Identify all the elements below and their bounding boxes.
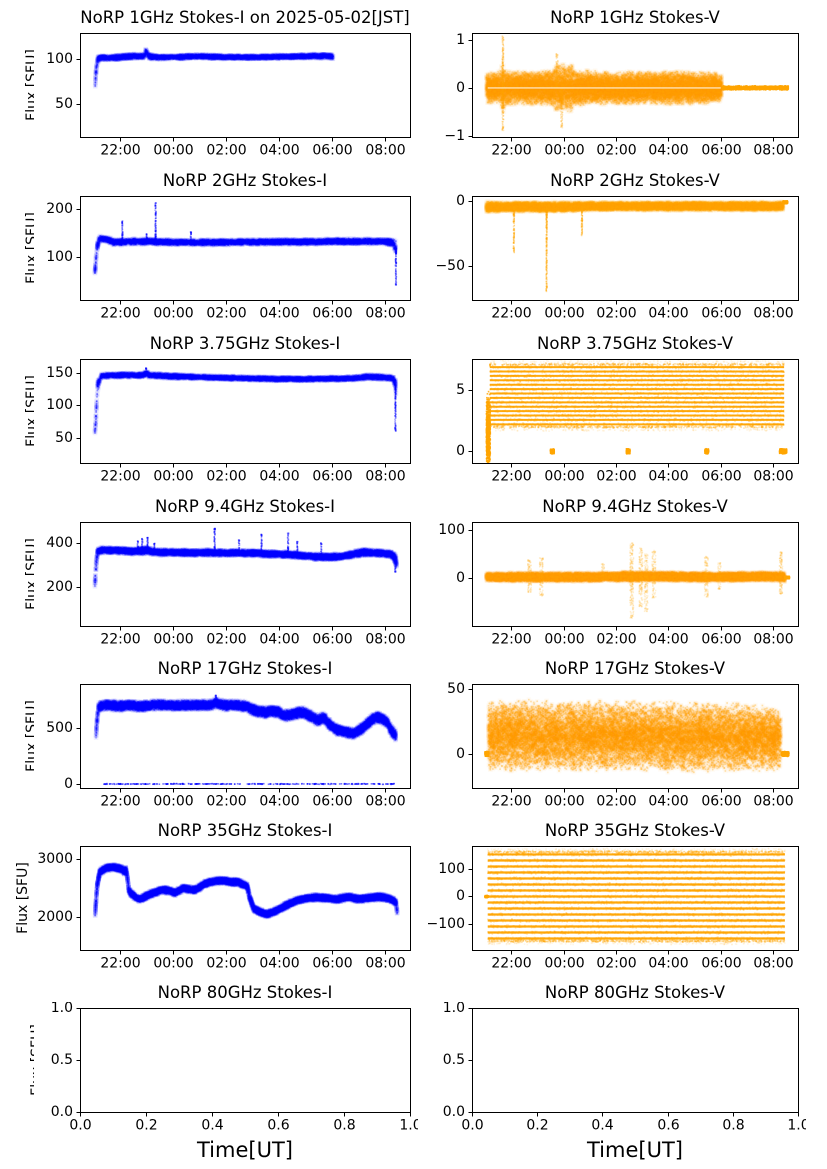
plot-canvas-norp-3.75ghz-stokes-v	[426, 353, 806, 489]
plot-title: NoRP 3.75GHz Stokes-I	[149, 334, 341, 353]
plot-title: NoRP 9.4GHz Stokes-V	[542, 497, 728, 516]
plot-title: NoRP 17GHz Stokes-I	[157, 659, 333, 678]
plot-title: NoRP 2GHz Stokes-I	[162, 171, 328, 190]
plot-canvas-norp-35ghz-stokes-i	[34, 840, 418, 976]
plot-title: NoRP 35GHz Stokes-I	[157, 821, 333, 840]
plot-canvas-norp-9.4ghz-stokes-v	[426, 516, 806, 652]
y-axis-label: Flux [SFU]	[15, 862, 32, 934]
plot-canvas-norp-80ghz-stokes-v	[426, 1002, 806, 1138]
plot-canvas-norp-17ghz-stokes-v	[426, 678, 806, 814]
plot-title: NoRP 1GHz Stokes-V	[550, 8, 720, 27]
plot-title: NoRP 17GHz Stokes-V	[544, 659, 726, 678]
x-axis-label: Time[UT]	[587, 1138, 683, 1162]
x-axis-label: Time[UT]	[197, 1138, 293, 1162]
plot-title: NoRP 3.75GHz Stokes-V	[537, 334, 733, 353]
plot-canvas-norp-1ghz-stokes-i	[34, 27, 418, 163]
plot-title: NoRP 2GHz Stokes-V	[550, 171, 720, 190]
plot-canvas-norp-2ghz-stokes-i	[34, 190, 418, 326]
plot-canvas-norp-80ghz-stokes-i	[34, 1002, 418, 1138]
plot-canvas-norp-9.4ghz-stokes-i	[34, 516, 418, 652]
plot-canvas-norp-2ghz-stokes-v	[426, 190, 806, 326]
plot-title: NoRP 35GHz Stokes-V	[544, 821, 726, 840]
plot-title: NoRP 80GHz Stokes-I	[157, 983, 333, 1002]
plot-canvas-norp-1ghz-stokes-v	[426, 27, 806, 163]
plot-title: NoRP 9.4GHz Stokes-I	[154, 497, 335, 516]
plot-canvas-norp-17ghz-stokes-i	[34, 678, 418, 814]
plot-canvas-norp-35ghz-stokes-v	[426, 840, 806, 976]
plot-title: NoRP 80GHz Stokes-V	[544, 983, 726, 1002]
plot-canvas-norp-3.75ghz-stokes-i	[34, 353, 418, 489]
plot-title: NoRP 1GHz Stokes-I on 2025-05-02[JST]	[80, 8, 410, 27]
